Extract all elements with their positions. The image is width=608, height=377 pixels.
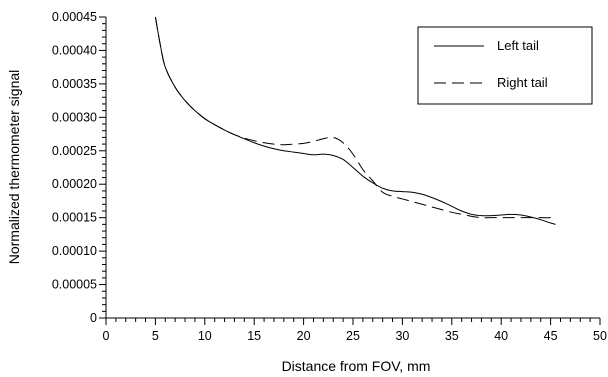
x-tick-label: 50 — [593, 329, 607, 343]
y-tick-label: 0.00045 — [52, 10, 97, 24]
y-tick-label: 0.00020 — [52, 177, 97, 191]
series-lines — [154, 16, 556, 225]
x-tick-label: 45 — [544, 329, 558, 343]
x-tick-label: 20 — [297, 329, 311, 343]
x-tick-label: 0 — [103, 329, 110, 343]
x-tick-label: 35 — [445, 329, 459, 343]
y-tick-label: 0.00010 — [52, 244, 97, 258]
y-tick-label: 0.00005 — [52, 278, 97, 292]
x-tick-label: 5 — [152, 329, 159, 343]
axes: 0 5 10 15 20 25 30 35 40 45 50 0 0.00005 0.00010 0.000… — [52, 10, 607, 343]
x-tick-label: 10 — [198, 329, 212, 343]
x-tick-label: 25 — [346, 329, 360, 343]
x-axis-title: Distance from FOV, mm — [282, 358, 431, 374]
y-tick-label: 0.00030 — [52, 110, 97, 124]
legend-label-left-tail: Left tail — [497, 38, 539, 53]
x-tick-label: 30 — [395, 329, 409, 343]
series-line-right-tail — [154, 16, 556, 219]
y-tick-label: 0 — [90, 311, 97, 325]
y-tick-label: 0.00025 — [52, 144, 97, 158]
legend: Left tail Right tail — [417, 26, 593, 105]
series-line-left-tail — [154, 16, 556, 225]
y-tick-label: 0.00035 — [52, 77, 97, 91]
y-axis-title: Normalized thermometer signal — [6, 70, 22, 265]
legend-box — [417, 26, 593, 105]
x-tick-label: 15 — [247, 329, 261, 343]
legend-label-right-tail: Right tail — [497, 75, 548, 90]
x-tick-label: 40 — [494, 329, 508, 343]
y-tick-label: 0.00040 — [52, 43, 97, 57]
y-tick-label: 0.00015 — [52, 211, 97, 225]
